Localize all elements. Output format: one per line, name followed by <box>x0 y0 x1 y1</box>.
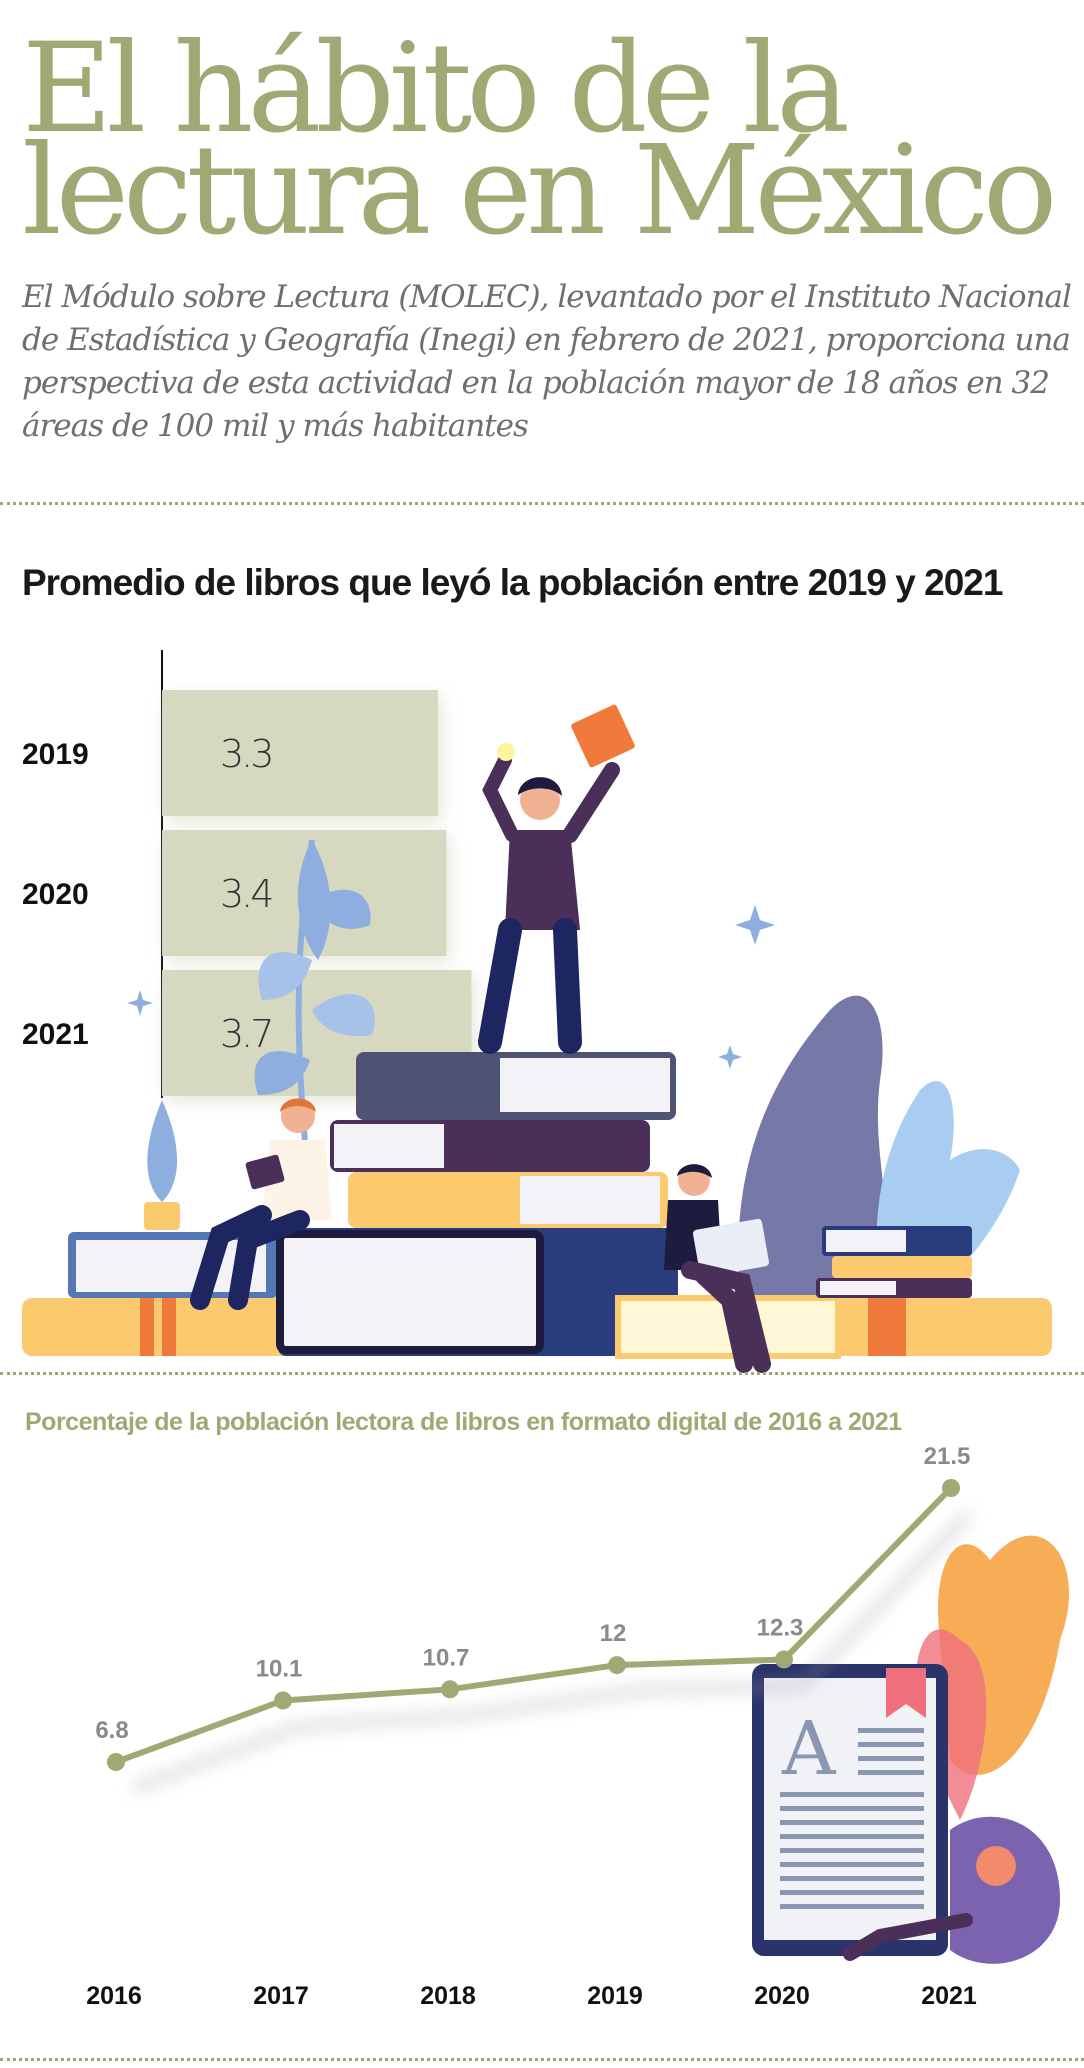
page-title: El hábito de la lectura en México <box>22 17 1058 263</box>
data-point-2017 <box>274 1691 292 1710</box>
data-point-2016 <box>107 1753 125 1771</box>
bar-value-label: 3.4 <box>220 872 272 916</box>
series-line <box>114 1485 954 1765</box>
bar-chart-title: Promedio de libros que leyó la población… <box>22 562 1003 603</box>
data-label: 10.1 <box>256 1655 303 1682</box>
person-reading-tablet-icon <box>190 1098 332 1310</box>
line-chart-title: Porcentaje de la población lectora de li… <box>25 1408 902 1436</box>
person-standing-icon <box>478 704 635 1054</box>
data-label: 12.3 <box>757 1614 804 1641</box>
bar-category-label: 2020 <box>22 878 89 911</box>
divider-top <box>0 502 1084 505</box>
data-label: 12 <box>600 1620 627 1647</box>
decor-blob <box>738 995 888 1300</box>
divider-middle <box>0 1372 1084 1375</box>
x-tick-label: 2018 <box>420 1982 476 2010</box>
svg-text:A: A <box>781 1706 837 1792</box>
data-label: 21.5 <box>924 1443 971 1470</box>
data-point-2019 <box>608 1656 626 1675</box>
divider-bottom <box>0 2058 1084 2061</box>
data-point-2020 <box>775 1650 793 1669</box>
bar-2019 <box>162 690 438 816</box>
x-tick-label: 2016 <box>86 1982 142 2010</box>
data-label: 6.8 <box>95 1717 128 1744</box>
readers-illustration <box>22 704 1052 1373</box>
plant-icon <box>254 839 375 1181</box>
bar-value-label: 3.7 <box>220 1012 271 1056</box>
page-subtitle: El Módulo sobre Lectura (MOLEC), levanta… <box>22 279 1072 444</box>
pot-icon <box>144 1202 180 1230</box>
x-tick-label: 2020 <box>754 1982 810 2010</box>
x-tick-label: 2021 <box>921 1982 977 2010</box>
bar-value-label: 3.3 <box>220 732 271 776</box>
data-point-2021 <box>942 1479 960 1497</box>
data-point-2018 <box>441 1680 459 1699</box>
bar-category-label: 2021 <box>22 1018 89 1051</box>
x-tick-label: 2017 <box>253 1982 309 2010</box>
x-tick-label: 2019 <box>587 1982 643 2010</box>
person-reading-newspaper-icon <box>664 1164 771 1373</box>
tablet-reader-illustration: A <box>752 1535 1070 1964</box>
bar-category-label: 2019 <box>22 738 89 771</box>
data-label: 10.7 <box>423 1644 470 1671</box>
bar-chart: 2019 3.3 2020 3.4 2021 3.7 <box>22 650 476 1102</box>
